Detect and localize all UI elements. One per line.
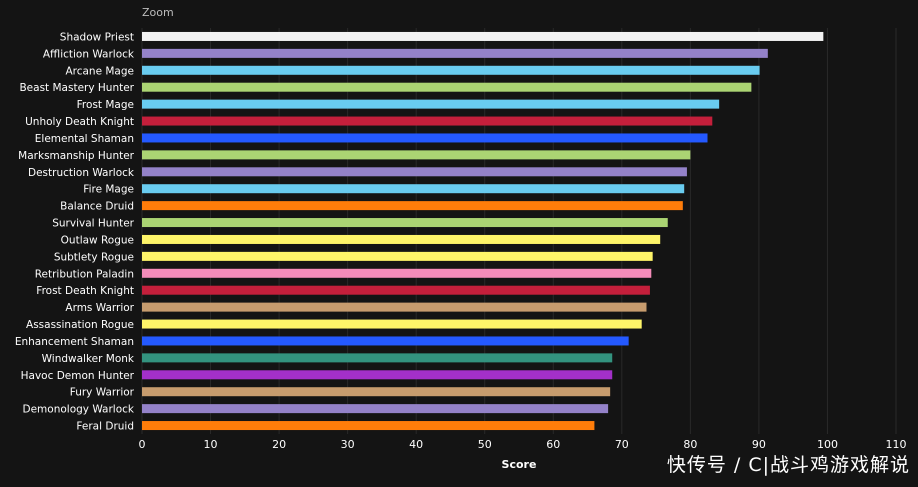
category-label: Elemental Shaman bbox=[35, 133, 134, 145]
category-label: Havoc Demon Hunter bbox=[21, 370, 135, 382]
x-tick-label: 0 bbox=[139, 438, 146, 451]
grid-lines bbox=[141, 28, 897, 434]
category-label: Marksmanship Hunter bbox=[18, 150, 135, 162]
bar-assassination-rogue[interactable] bbox=[142, 319, 642, 329]
category-label: Frost Mage bbox=[77, 99, 134, 111]
bar-shadow-priest[interactable] bbox=[142, 31, 824, 41]
x-tick-label: 110 bbox=[886, 438, 907, 451]
bar-enhancement-shaman[interactable] bbox=[142, 336, 629, 346]
bar-frost-death-knight[interactable] bbox=[142, 285, 650, 295]
category-label: Affliction Warlock bbox=[43, 48, 135, 60]
bar-affliction-warlock[interactable] bbox=[142, 48, 768, 58]
category-label: Demonology Warlock bbox=[23, 404, 135, 416]
category-label: Assassination Rogue bbox=[26, 319, 134, 331]
x-tick-label: 30 bbox=[341, 438, 355, 451]
bar-feral-druid[interactable] bbox=[142, 421, 595, 431]
x-tick-label: 50 bbox=[478, 438, 492, 451]
bar-arms-warrior[interactable] bbox=[142, 302, 647, 312]
x-tick-label: 10 bbox=[204, 438, 218, 451]
category-label: Windwalker Monk bbox=[42, 353, 135, 365]
category-label: Destruction Warlock bbox=[28, 167, 135, 179]
x-tick-label: 80 bbox=[683, 438, 697, 451]
x-tick-label: 90 bbox=[752, 438, 766, 451]
bar-fire-mage[interactable] bbox=[142, 184, 685, 194]
bar-marksmanship-hunter[interactable] bbox=[142, 150, 691, 160]
category-label: Enhancement Shaman bbox=[15, 336, 134, 348]
category-label: Beast Mastery Hunter bbox=[19, 82, 134, 94]
bar-unholy-death-knight[interactable] bbox=[142, 116, 713, 126]
x-tick-label: 20 bbox=[272, 438, 286, 451]
bar-fury-warrior[interactable] bbox=[142, 387, 611, 397]
category-label: Arcane Mage bbox=[65, 65, 134, 77]
bar-subtlety-rogue[interactable] bbox=[142, 251, 653, 261]
x-tick-label: 70 bbox=[615, 438, 629, 451]
category-label: Subtlety Rogue bbox=[54, 251, 134, 263]
bar-demonology-warlock[interactable] bbox=[142, 404, 609, 414]
x-tick-labels: 0 10 20 30 40 50 60 70 80 90 100 110 bbox=[139, 438, 907, 451]
bar-beast-mastery-hunter[interactable] bbox=[142, 82, 752, 92]
category-label: Shadow Priest bbox=[60, 31, 134, 43]
category-label: Retribution Paladin bbox=[35, 268, 134, 280]
bar-retribution-paladin[interactable] bbox=[142, 268, 652, 278]
bar-elemental-shaman[interactable] bbox=[142, 133, 708, 143]
zoom-label[interactable]: Zoom bbox=[142, 6, 174, 19]
watermark-text: 快传号 / C|战斗鸡游戏解说 bbox=[666, 454, 910, 476]
category-label: Balance Druid bbox=[60, 201, 134, 213]
bar-arcane-mage[interactable] bbox=[142, 65, 760, 75]
bar-frost-mage[interactable] bbox=[142, 99, 720, 109]
bar-balance-druid[interactable] bbox=[142, 201, 683, 211]
category-label: Fire Mage bbox=[83, 184, 134, 196]
bar-havoc-demon-hunter[interactable] bbox=[142, 370, 613, 380]
category-label: Frost Death Knight bbox=[36, 285, 134, 297]
category-label: Outlaw Rogue bbox=[61, 234, 134, 246]
category-labels: Shadow Priest Affliction Warlock Arcane Ma… bbox=[15, 31, 135, 432]
x-tick-label: 40 bbox=[409, 438, 423, 451]
category-label: Feral Druid bbox=[76, 421, 134, 433]
bars bbox=[142, 31, 824, 431]
x-tick-label: 60 bbox=[546, 438, 560, 451]
x-tick-label: 100 bbox=[817, 438, 838, 451]
category-label: Fury Warrior bbox=[70, 387, 135, 399]
bar-outlaw-rogue[interactable] bbox=[142, 234, 661, 244]
category-label: Arms Warrior bbox=[65, 302, 134, 314]
bar-windwalker-monk[interactable] bbox=[142, 353, 613, 363]
bar-survival-hunter[interactable] bbox=[142, 218, 668, 228]
category-label: Survival Hunter bbox=[52, 218, 134, 230]
x-axis-label: Score bbox=[502, 458, 537, 471]
category-label: Unholy Death Knight bbox=[25, 116, 134, 128]
bar-destruction-warlock[interactable] bbox=[142, 167, 687, 177]
